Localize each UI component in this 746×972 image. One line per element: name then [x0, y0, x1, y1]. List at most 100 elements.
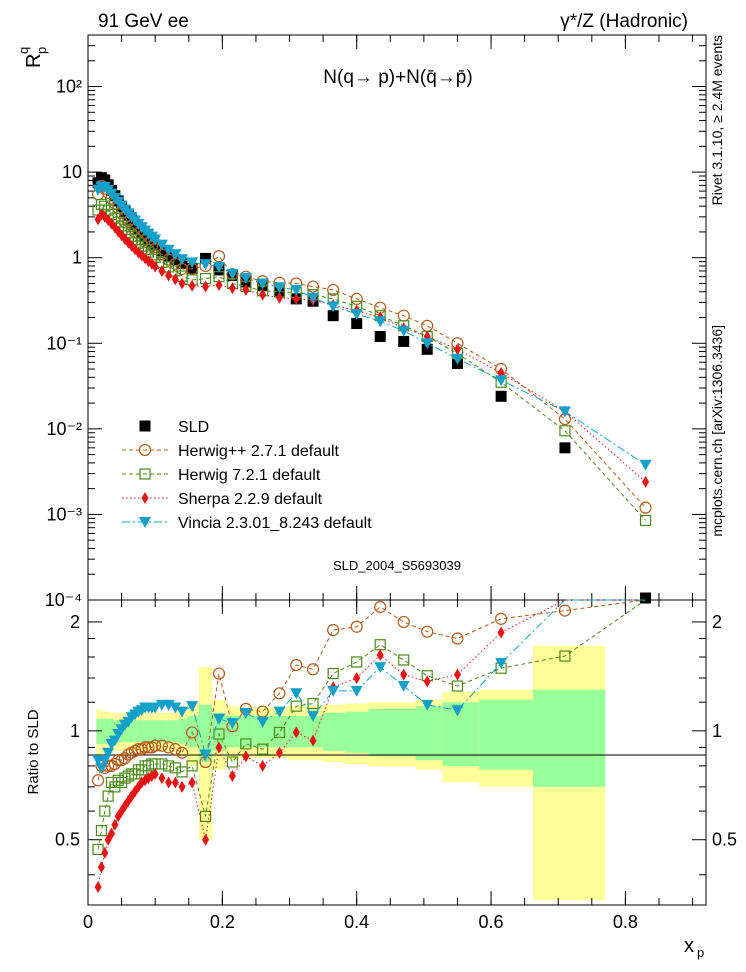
series-4-point: [176, 254, 189, 266]
series-4-ratio-point: [199, 749, 212, 761]
series-4-ratio-point: [169, 702, 182, 714]
series-0-point: [351, 318, 363, 330]
series-3-ratio-point: [188, 776, 196, 789]
series-2-ratio-point: [351, 656, 363, 668]
series-1-ratio-point: [132, 743, 145, 756]
series-4-ratio-point: [186, 701, 199, 713]
series-0-point: [398, 335, 410, 347]
series-2-ratio-line: [97, 599, 646, 850]
series-2-ratio-point: [163, 760, 175, 772]
y-tick-label: 10: [62, 162, 82, 182]
x-axis-label: x: [684, 935, 694, 957]
series-1-ratio-point: [558, 604, 572, 617]
series-4-ratio-point: [149, 702, 162, 714]
ratio-band: [187, 715, 199, 748]
series-4-point: [558, 406, 571, 418]
series-1-point: [350, 292, 363, 305]
series-4-ratio-point: [273, 706, 286, 718]
series-3-ratio-point: [400, 668, 408, 681]
series-4-ratio-point: [102, 747, 115, 759]
series-2-ratio-point: [102, 790, 114, 802]
series-4-point: [374, 316, 387, 328]
series-1-ratio-point: [451, 632, 464, 645]
series-2-ratio-point: [129, 768, 141, 780]
main-series: [91, 172, 652, 604]
series-4-point: [199, 259, 212, 271]
series-3-ratio-point: [97, 861, 105, 874]
ratio-band: [171, 720, 179, 743]
series-2-ratio-point: [176, 766, 188, 778]
series-2-ratio-point: [240, 738, 252, 750]
legend-label: SLD: [178, 419, 209, 436]
series-0-point: [421, 343, 433, 355]
series-2-ratio-point: [156, 758, 168, 770]
legend-marker: [141, 492, 149, 504]
x-tick-label: 0.4: [344, 912, 369, 932]
series-4-ratio-point: [327, 685, 340, 697]
ratio-band: [99, 718, 104, 744]
series-3-point: [228, 282, 236, 295]
series-1-ratio-point: [175, 746, 189, 759]
series-3-ratio-point: [353, 671, 361, 684]
series-4-point: [327, 301, 340, 313]
ratio-band: [323, 713, 345, 751]
series-2-ratio-point: [451, 680, 464, 692]
series-3-point: [275, 291, 283, 304]
ratio-band: [136, 720, 141, 743]
series-3-ratio-point: [423, 675, 431, 688]
series-2-ratio-point: [257, 743, 269, 755]
series-1-point: [306, 280, 320, 293]
series-3-point: [215, 278, 223, 291]
series-3-ratio-point: [292, 726, 300, 739]
y-axis-label-main: R: [23, 54, 45, 68]
ratio-tick-label-left: 0.5: [55, 830, 80, 850]
series-2-point: [639, 514, 652, 527]
series-1-ratio-point: [186, 726, 199, 739]
series-3-point: [642, 475, 650, 488]
series-2-ratio-point: [199, 810, 212, 823]
ratio-plot-frame: [87, 599, 707, 906]
series-4-ratio-point: [176, 706, 189, 718]
series-1-ratio-point: [290, 658, 303, 672]
series-4-point: [451, 353, 464, 365]
series-2-ratio-point: [186, 760, 198, 772]
series-2-ratio-point: [115, 776, 128, 789]
y-tick-label: 1: [72, 248, 82, 268]
series-4-point: [149, 234, 162, 246]
series-2-ratio-point: [99, 805, 111, 817]
series-3-ratio-point: [101, 846, 109, 859]
series-3-ratio-point: [376, 649, 384, 662]
series-3-ratio-point: [453, 668, 461, 681]
legend-label: Herwig 7.2.1 default: [178, 467, 321, 484]
legend-label: Vincia 2.3.01_8.243 default: [178, 515, 372, 532]
series-0-point: [559, 442, 571, 454]
series-4-ratio-point: [226, 718, 239, 730]
ratio-band: [479, 699, 534, 770]
series-1-ratio-point: [397, 615, 410, 629]
ratio-band: [129, 720, 134, 743]
series-0-point: [495, 390, 507, 402]
ratio-band: [126, 720, 130, 743]
series-1-ratio-point: [212, 667, 226, 680]
ratio-y-axis-label: Ratio to SLD: [25, 709, 42, 794]
ratio-band: [109, 718, 114, 744]
series-4-ratio-point: [451, 705, 464, 717]
y-axis-label: R q p: [16, 47, 49, 68]
ratio-series: [91, 599, 646, 894]
ratio-band: [146, 720, 151, 743]
ratio-band: [106, 718, 110, 744]
ratio-tick-label-right: 2: [712, 612, 722, 632]
series-4-point: [186, 257, 199, 269]
ratio-band: [153, 720, 159, 743]
ratio-band: [254, 715, 272, 748]
series-1-ratio-point: [421, 625, 434, 638]
ratio-tick-label-right: 1: [712, 721, 722, 741]
ratio-tick-label-left: 1: [70, 721, 80, 741]
series-3-point: [453, 343, 461, 356]
series-1-ratio-point: [306, 663, 320, 676]
series-1-ratio-point: [374, 600, 387, 614]
header-right: γ*/Z (Hadronic): [560, 11, 688, 32]
series-0-point: [640, 592, 652, 604]
series-3-ratio-point: [202, 833, 210, 846]
